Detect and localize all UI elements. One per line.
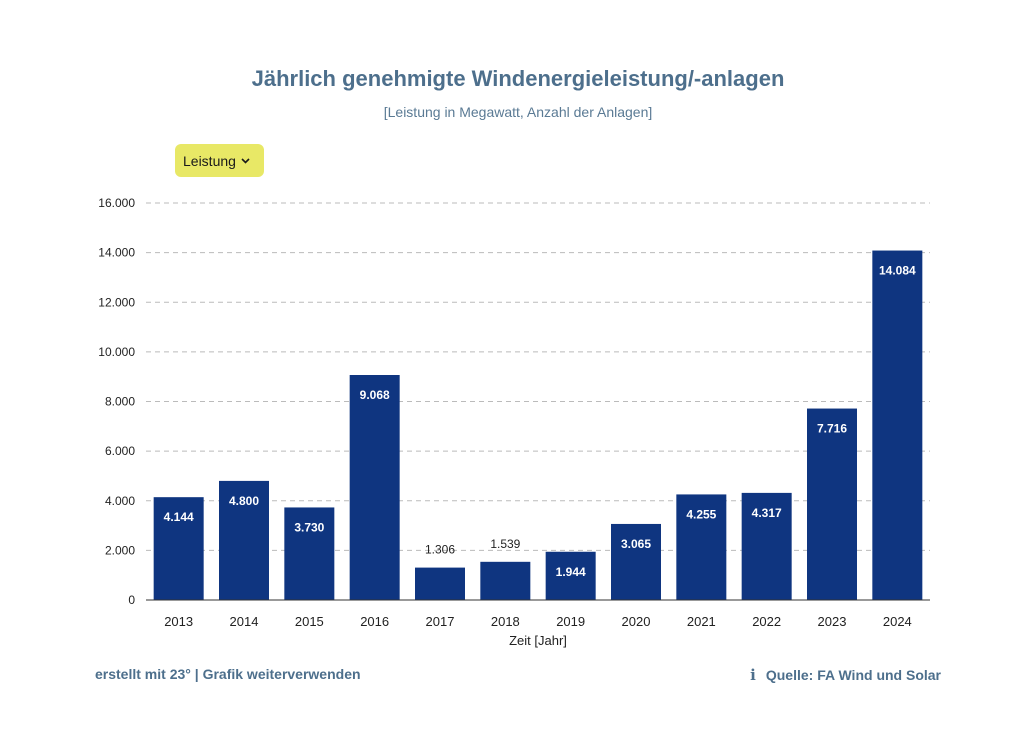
chevron-down-icon <box>241 155 250 167</box>
x-tick-label: 2022 <box>752 614 781 629</box>
bar <box>219 480 269 600</box>
source-text: Quelle: FA Wind und Solar <box>765 667 941 683</box>
footer-source: i Quelle: FA Wind und Solar <box>750 666 941 684</box>
data-label: 1.944 <box>556 565 586 579</box>
x-tick-label: 2017 <box>426 614 455 629</box>
x-tick-label: 2018 <box>491 614 520 629</box>
bar <box>545 551 596 600</box>
chart-subtitle: [Leistung in Megawatt, Anzahl der Anlage… <box>383 104 653 120</box>
data-label: 3.730 <box>294 520 324 534</box>
x-axis-title: Zeit [Jahr] <box>509 633 567 648</box>
metric-dropdown[interactable]: Leistung <box>175 144 264 177</box>
bar <box>741 492 792 600</box>
info-icon[interactable]: i <box>750 666 756 684</box>
y-tick-label: 4.000 <box>105 494 135 508</box>
bar <box>284 507 335 600</box>
data-label: 7.716 <box>817 422 847 436</box>
data-label: 1.539 <box>490 537 520 551</box>
y-tick-label: 12.000 <box>98 295 135 309</box>
footer-separator: | <box>190 666 203 682</box>
x-tick-label: 2019 <box>556 614 585 629</box>
x-tick-label: 2021 <box>687 614 716 629</box>
x-tick-label: 2013 <box>164 614 193 629</box>
data-label: 1.306 <box>425 543 455 557</box>
bar <box>153 497 204 600</box>
bar <box>349 375 400 600</box>
y-tick-label: 14.000 <box>98 246 135 260</box>
data-label: 4.144 <box>164 510 194 524</box>
x-tick-label: 2014 <box>230 614 259 629</box>
reuse-graphic-link[interactable]: Grafik weiterverwenden <box>202 666 361 682</box>
y-tick-label: 10.000 <box>98 345 135 359</box>
data-label: 4.800 <box>229 494 259 508</box>
bar <box>872 250 923 600</box>
x-tick-label: 2015 <box>295 614 324 629</box>
x-tick-label: 2016 <box>360 614 389 629</box>
data-label: 14.084 <box>879 264 916 278</box>
bar <box>480 561 531 600</box>
y-tick-label: 16.000 <box>98 196 135 210</box>
data-label: 4.255 <box>686 507 716 521</box>
y-tick-label: 6.000 <box>105 444 135 458</box>
created-with-link[interactable]: erstellt mit 23° <box>95 666 191 682</box>
bar <box>611 523 661 600</box>
y-tick-label: 0 <box>128 593 135 607</box>
bar <box>807 408 857 600</box>
data-label: 9.068 <box>360 388 390 402</box>
x-tick-label: 2024 <box>883 614 912 629</box>
bar <box>676 494 727 600</box>
x-tick-label: 2023 <box>818 614 847 629</box>
y-tick-label: 8.000 <box>105 395 135 409</box>
y-tick-label: 2.000 <box>105 543 135 557</box>
chart-title: Jährlich genehmigte Windenergieleistung/… <box>251 66 785 91</box>
footer-credits: erstellt mit 23° | Grafik weiterverwende… <box>95 666 361 682</box>
data-label: 3.065 <box>621 537 651 551</box>
data-label: 4.317 <box>752 506 782 520</box>
x-tick-label: 2020 <box>622 614 651 629</box>
bar <box>415 567 465 600</box>
metric-dropdown-label: Leistung <box>183 152 236 169</box>
